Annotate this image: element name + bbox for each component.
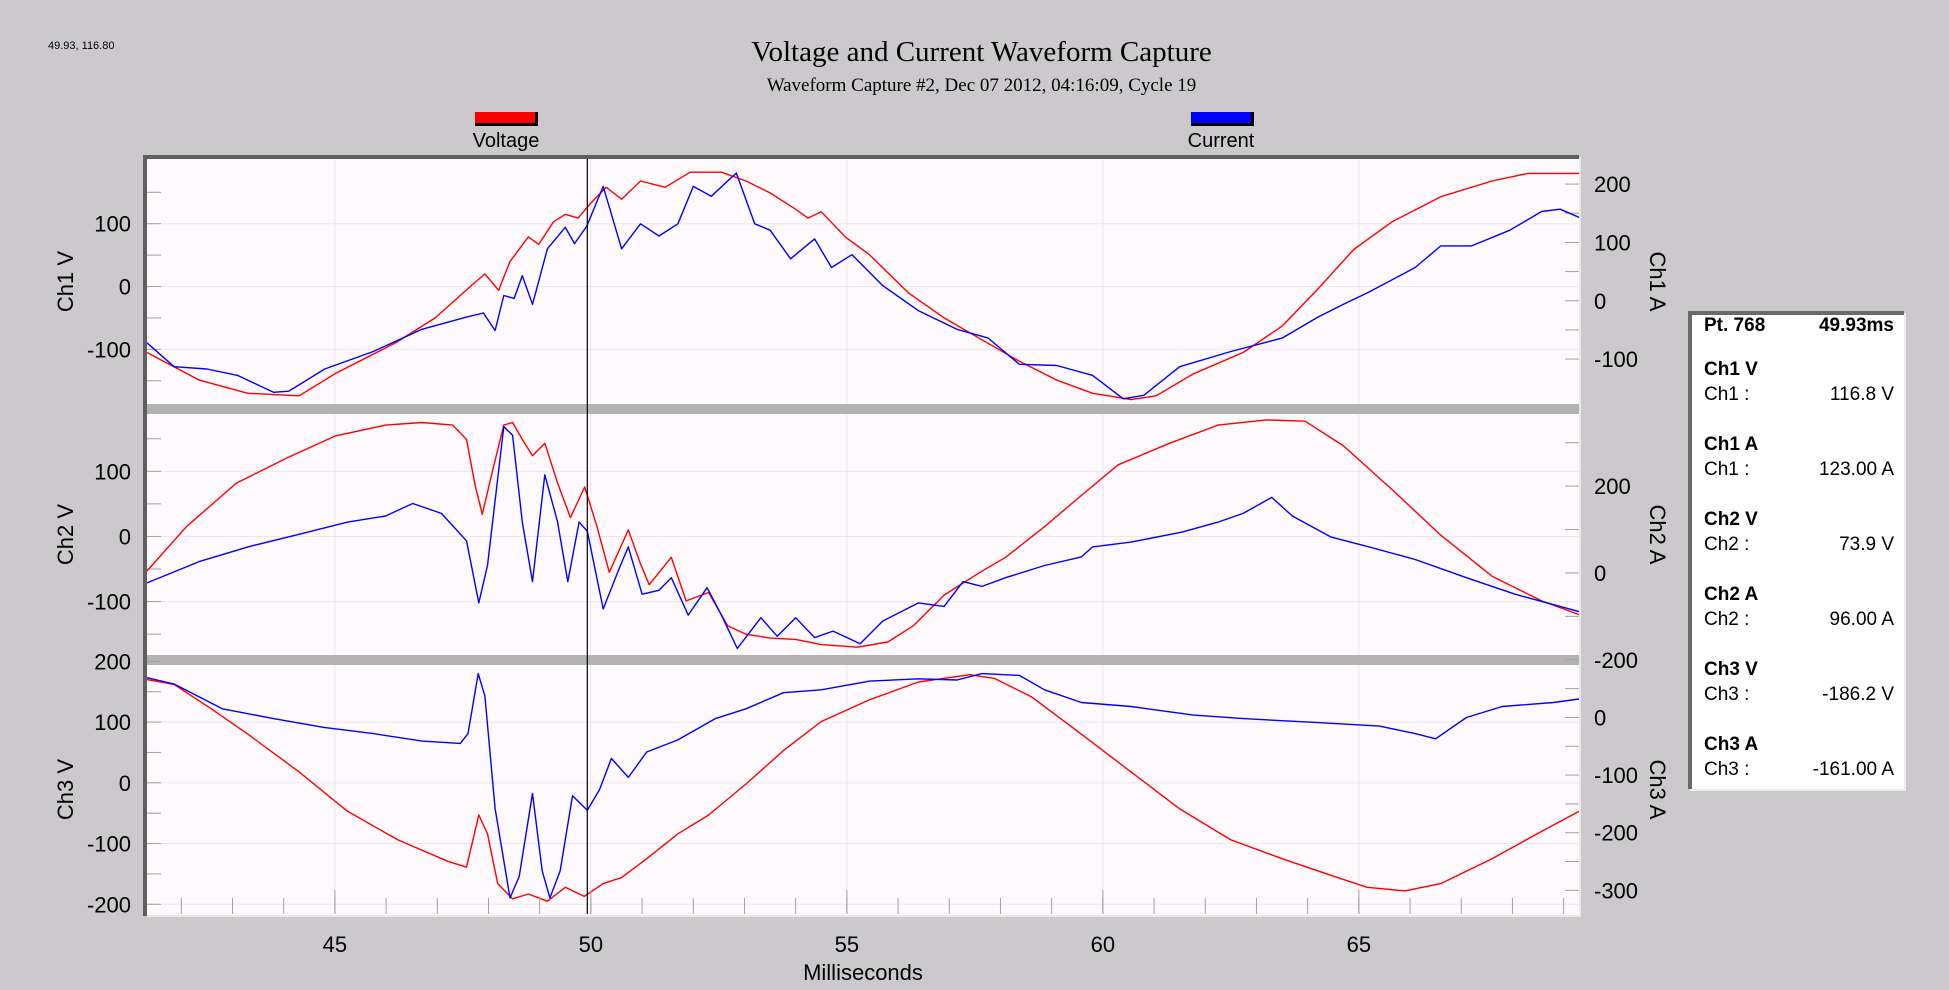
- chart-subtitle: Waveform Capture #2, Dec 07 2012, 04:16:…: [766, 75, 1197, 96]
- y-tick-label-left: 0: [119, 771, 131, 796]
- chart-title: Voltage and Current Waveform Capture: [751, 36, 1212, 68]
- y-tick-label-left: -200: [87, 892, 131, 917]
- series-voltage-ch3: [146, 674, 1580, 902]
- readout-group-row: Ch1 : 116.8 V: [1704, 384, 1894, 406]
- readout-group-header: Ch2 A: [1704, 584, 1759, 605]
- y-tick-label-right: 200: [1594, 474, 1631, 499]
- y-axis-label-right: Ch2 A: [1645, 505, 1670, 565]
- readout-value: 116.8 V: [1829, 384, 1894, 405]
- y-tick-label-left: -100: [87, 337, 131, 362]
- readout-channel-label: Ch3 :: [1704, 684, 1750, 705]
- readout-group-row: Ch3 : -161.00 A: [1704, 759, 1894, 781]
- legend-swatch-voltage[interactable]: [475, 112, 538, 126]
- y-axis-label-right: Ch3 A: [1645, 760, 1670, 820]
- x-axis-label: Milliseconds: [803, 960, 923, 985]
- readout-value: 73.9 V: [1839, 534, 1894, 555]
- series-current-ch1: [146, 172, 1580, 400]
- readout-group-header: Ch3 V: [1704, 659, 1758, 680]
- readout-group-header: Ch2 V: [1704, 509, 1758, 530]
- readout-time: 49.93ms: [1818, 315, 1894, 336]
- readout-channel-label: Ch2 :: [1704, 609, 1750, 630]
- legend-label-current: Current: [1187, 130, 1255, 152]
- readout-group-row: Ch2 : 73.9 V: [1704, 534, 1894, 556]
- x-tick-label: 60: [1091, 932, 1115, 957]
- readout-header: Pt. 768 49.93ms: [1704, 315, 1894, 337]
- readout-channel-label: Ch1 :: [1704, 384, 1750, 405]
- readout-channel-label: Ch3 :: [1704, 759, 1750, 780]
- y-tick-label-right: 0: [1594, 289, 1606, 314]
- y-tick-label-right: 200: [1594, 172, 1631, 197]
- readout-group-row: Ch3 : -186.2 V: [1704, 684, 1894, 706]
- panel-separator: [147, 655, 1579, 665]
- x-tick-label: 45: [323, 932, 347, 957]
- readout-value: -161.00 A: [1812, 759, 1894, 780]
- readout-group-row: Ch2 : 96.00 A: [1704, 609, 1894, 631]
- legend-label-voltage: Voltage: [472, 130, 540, 152]
- readout-group-header: Ch1 A: [1704, 434, 1759, 455]
- y-tick-label-right: 0: [1594, 705, 1606, 730]
- cursor-coordinate-readout: 49.93, 116.80: [48, 40, 115, 52]
- series-voltage-ch2: [146, 419, 1580, 648]
- y-tick-label-right: 100: [1594, 230, 1631, 255]
- y-tick-label-left: 0: [119, 524, 131, 549]
- legend-swatch-current[interactable]: [1191, 112, 1254, 126]
- y-axis-label-left: Ch1 V: [53, 251, 78, 312]
- x-tick-label: 65: [1347, 932, 1371, 957]
- readout-value: 123.00 A: [1818, 459, 1894, 480]
- y-axis-label-left: Ch3 V: [53, 759, 78, 820]
- y-tick-label-right: -200: [1594, 821, 1638, 846]
- x-tick-label: 55: [835, 932, 859, 957]
- readout-group-header: Ch3 A: [1704, 734, 1759, 755]
- y-tick-label-left: 100: [94, 459, 131, 484]
- readout-value: 96.00 A: [1829, 609, 1894, 630]
- y-tick-label-right: -100: [1594, 347, 1638, 372]
- panel-separator: [147, 404, 1579, 414]
- x-tick-label: 50: [579, 932, 603, 957]
- y-tick-label-left: 100: [94, 710, 131, 735]
- readout-point: Pt. 768: [1704, 315, 1766, 336]
- y-tick-label-right: -100: [1594, 763, 1638, 788]
- y-axis-label-left: Ch2 V: [53, 504, 78, 565]
- readout-group-row: Ch1 : 123.00 A: [1704, 459, 1894, 481]
- series-current-ch2: [146, 425, 1580, 650]
- series-voltage-ch1: [146, 171, 1579, 401]
- y-tick-label-right: -300: [1594, 878, 1638, 903]
- y-tick-label-left: 200: [94, 649, 131, 674]
- y-tick-label-left: 0: [119, 275, 131, 300]
- plot-frame: [143, 155, 1579, 916]
- point-readout-panel: Pt. 768 49.93ms Ch1 V Ch1 : 116.8 V Ch1 …: [1688, 311, 1904, 789]
- y-tick-label-left: -100: [87, 590, 131, 615]
- series-current-ch3: [146, 672, 1580, 899]
- y-tick-label-right: -200: [1594, 648, 1638, 673]
- y-axis-label-right: Ch1 A: [1645, 252, 1670, 312]
- readout-channel-label: Ch1 :: [1704, 459, 1750, 480]
- y-tick-label-left: -100: [87, 832, 131, 857]
- readout-channel-label: Ch2 :: [1704, 534, 1750, 555]
- readout-value: -186.2 V: [1822, 684, 1894, 705]
- readout-group-header: Ch1 V: [1704, 359, 1758, 380]
- y-tick-label-left: 100: [94, 212, 131, 237]
- y-tick-label-right: 0: [1594, 561, 1606, 586]
